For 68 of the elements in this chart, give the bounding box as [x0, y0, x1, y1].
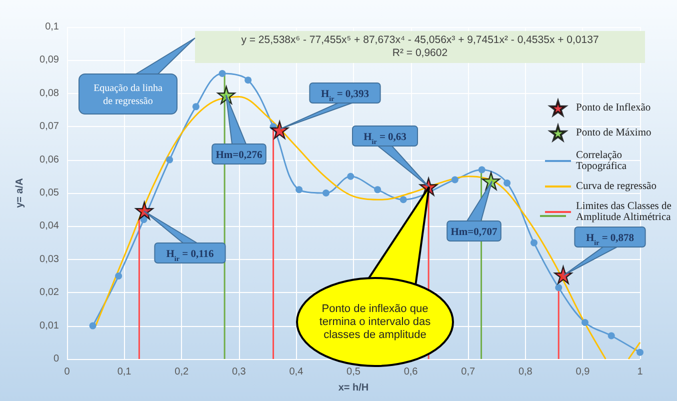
point [582, 318, 588, 326]
callout: H$_{ir}$ = 0,393 [280, 82, 381, 130]
y-tick-label: 0,02 [40, 287, 60, 298]
point [374, 186, 382, 194]
annotation: H$_{ir}$ = 0,878 [586, 233, 634, 247]
x-tick-label: 0,5 [346, 366, 361, 378]
point [89, 322, 96, 330]
y-tick-label: 0,09 [40, 54, 60, 66]
x-tick-label: 0,4 [289, 366, 304, 378]
y-tick-label: 0,04 [40, 220, 60, 232]
annotation: Equação da linha de regressão [94, 83, 163, 107]
point [192, 103, 200, 110]
point [530, 239, 538, 246]
point [451, 176, 458, 184]
legend-label: Limites das Classes de Amplitude Altimétrica [576, 201, 674, 223]
x-tick-label: 0,8 [518, 366, 533, 378]
callout: H$_{ir}$ = 0,116 [144, 210, 226, 264]
x-tick-label: 0,1 [117, 366, 132, 378]
annotation: H$_{ir}$ = 0,393 [320, 89, 370, 103]
annotation: y = 25,538x⁶ - 77,455x⁵ + 87,673x⁴ - 45,056x³ + 9,7451x² - 0,4535x + 0,0137 R² = 0,9602 [241, 34, 599, 59]
legend-label: Correlação Topográfica [576, 150, 627, 172]
point [166, 156, 174, 164]
point [218, 70, 226, 77]
callout: Hm=0,276 [212, 94, 266, 164]
point [400, 196, 407, 204]
point [347, 172, 354, 180]
annotation: Hm=0,707 [450, 227, 498, 238]
x-tick-label: 0,3 [232, 366, 246, 378]
x-tick-label: 0,7 [461, 366, 476, 378]
x-axis-title: x= h/H [338, 382, 369, 394]
annotation: Ponto de inflexão que termina o intervalo das classes de amplitude [318, 302, 432, 342]
legend-label: Ponto de Máximo [576, 128, 652, 138]
x-tick-label: 0,6 [404, 366, 418, 378]
y-tick-label: 0 [53, 354, 60, 364]
point [478, 166, 486, 174]
point [554, 266, 572, 284]
point [322, 190, 330, 196]
y-tick-label: 0,01 [40, 320, 60, 332]
point [504, 180, 511, 187]
callout: Hm=0,707 [446, 180, 502, 242]
point [296, 186, 303, 194]
annotation: H$_{ir}$ = 0,63 [364, 132, 406, 146]
point [555, 284, 562, 292]
y-tick-label: 0,1 [45, 22, 60, 32]
y-tick-label: 0,06 [40, 154, 60, 166]
y-tick-label: 0,05 [40, 188, 60, 198]
y-tick-label: 0,07 [40, 121, 60, 132]
annotation: H$_{ir}$ = 0,116 [166, 249, 214, 263]
callout: Equação da linha de regressão [78, 38, 196, 114]
y-tick-label: 0,03 [40, 254, 60, 265]
point [270, 120, 289, 140]
y-tick-label: 0,08 [40, 88, 60, 99]
x-tick-label: 0,2 [174, 366, 189, 378]
callout: H$_{ir}$ = 0,63 [352, 126, 430, 188]
equation-box: y = 25,538x⁶ - 77,455x⁵ + 87,673x⁴ - 45,056x³ + 9,7451x² - 0,4535x + 0,0137 R² = 0,9602 [195, 31, 645, 63]
x-tick-label: 1 [637, 366, 644, 378]
point [636, 348, 644, 356]
x-tick-label: 0,9 [576, 366, 590, 378]
callout: H$_{ir}$ = 0,878 [564, 226, 646, 276]
legend-label: Ponto de Inflexão [576, 102, 651, 114]
point [135, 201, 154, 220]
point [115, 272, 122, 280]
point [608, 332, 615, 340]
point [244, 76, 252, 84]
y-axis-title: y= a/A [14, 178, 26, 208]
x-tick-label: 0 [64, 366, 70, 378]
annotation: Hm=0,276 [216, 150, 262, 161]
legend-label: Curva de regressão [576, 181, 656, 192]
